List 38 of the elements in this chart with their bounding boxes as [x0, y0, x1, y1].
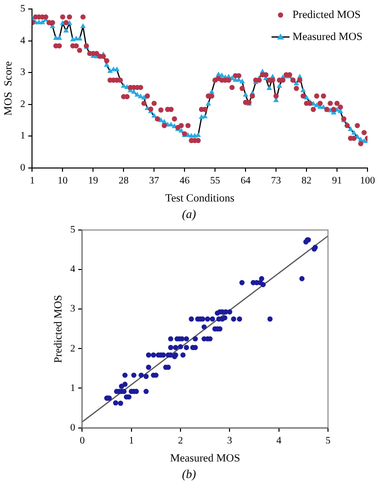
- text: (a): [181, 207, 197, 221]
- x-tick-label: 2: [178, 435, 184, 446]
- y-tick-label: 5: [20, 4, 26, 15]
- x-tick-label: 55: [210, 175, 220, 186]
- x-tick-label: 3: [227, 435, 232, 446]
- legend-label: Measured MOS: [292, 30, 363, 43]
- x-tick-label: 91: [332, 175, 342, 186]
- x-tick-label: 100: [360, 175, 375, 186]
- x-tick-label: 46: [180, 175, 190, 186]
- y-tick-label: 0: [70, 422, 76, 434]
- legend-label: Predicted MOS: [292, 8, 361, 21]
- x-tick-label: 73: [271, 175, 282, 186]
- x-tick-label: 37: [149, 175, 160, 186]
- y-tick-label: 1: [70, 382, 76, 394]
- x-tick-label: 1: [128, 435, 134, 446]
- x-tick-label: 82: [302, 175, 312, 186]
- y-tick-label: 2: [20, 98, 26, 110]
- y-tick-label: 4: [70, 264, 76, 276]
- y-axis-title: Predicted MOS: [52, 294, 64, 363]
- x-tick-label: 0: [80, 435, 85, 446]
- y-axis-title: MOS Score: [2, 61, 14, 116]
- x-tick-label: 19: [88, 175, 98, 186]
- x-tick-label: 10: [58, 175, 68, 186]
- x-tick-label: 4: [276, 435, 282, 446]
- x-tick-label: 5: [326, 435, 330, 446]
- y-tick-label: 0: [20, 162, 26, 174]
- y-tick-label: 5: [70, 224, 76, 236]
- y-tick-label: 4: [20, 35, 26, 46]
- y-tick-label: 3: [20, 67, 26, 78]
- text: (b): [181, 467, 197, 481]
- x-tick-label: 64: [240, 175, 251, 186]
- x-tick-label: 28: [118, 175, 129, 186]
- x-axis-title: Measured MOS: [170, 452, 240, 464]
- x-tick-label: 1: [30, 175, 35, 186]
- y-tick-label: 3: [70, 304, 76, 315]
- y-tick-label: 2: [70, 343, 76, 354]
- y-tick-label: 1: [20, 130, 26, 142]
- x-axis-title: Test Conditions: [165, 192, 234, 204]
